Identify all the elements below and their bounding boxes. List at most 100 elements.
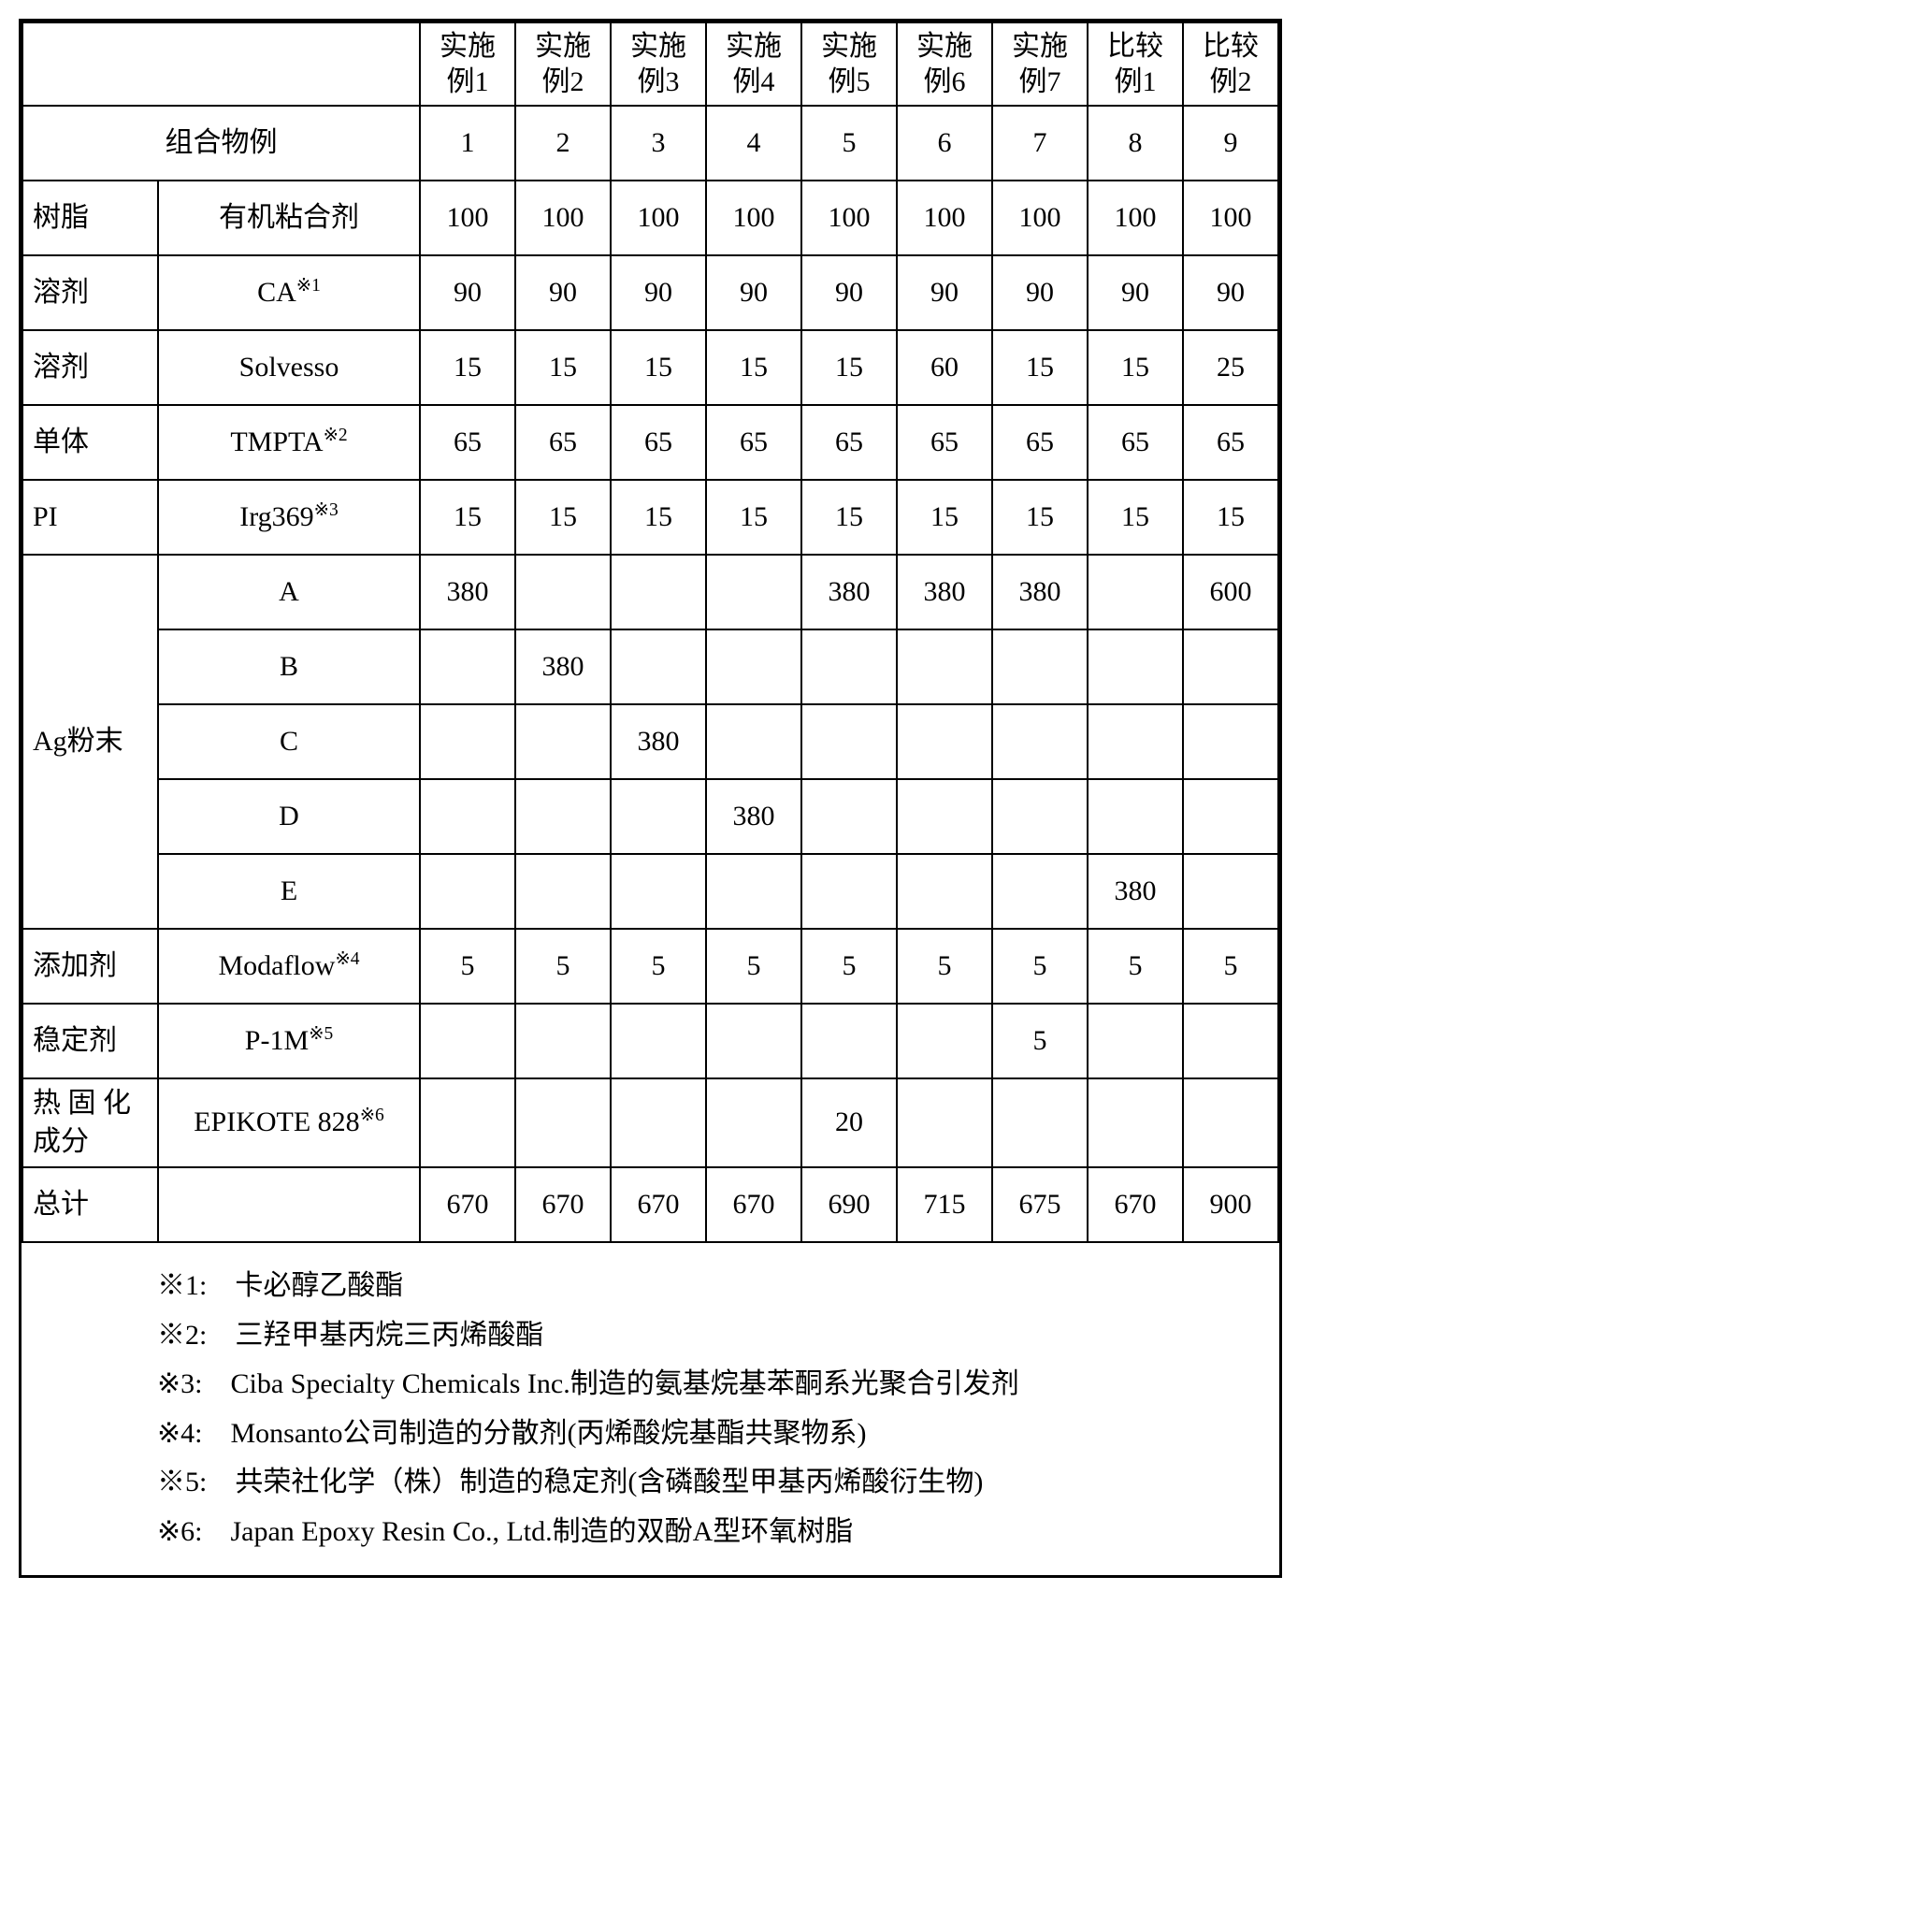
r4-v5: 15	[801, 480, 897, 555]
ag0-v1: 380	[420, 555, 515, 629]
r3-v2: 65	[515, 405, 611, 480]
r1-v3: 90	[611, 255, 706, 330]
ag1-v6	[897, 629, 992, 704]
r3-v8: 65	[1088, 405, 1183, 480]
ag0-v2	[515, 555, 611, 629]
row2-2-name: EPIKOTE 828※6	[158, 1078, 420, 1167]
ag1-v3	[611, 629, 706, 704]
r22-v1	[420, 1078, 515, 1167]
ag4-v2	[515, 854, 611, 929]
r1-v1: 90	[420, 255, 515, 330]
r1-v9: 90	[1183, 255, 1278, 330]
footnote-1: ※1: 卡必醇乙酸酯	[157, 1262, 1265, 1311]
ag0-v8	[1088, 555, 1183, 629]
r3-v4: 65	[706, 405, 801, 480]
r20-v1: 5	[420, 929, 515, 1004]
ag2-v9	[1183, 704, 1278, 779]
ag4-v4	[706, 854, 801, 929]
combo-v4: 4	[706, 106, 801, 181]
ag-row-3: D 380	[22, 779, 1278, 854]
col-h1: 实施例1	[420, 22, 515, 106]
r22-v8	[1088, 1078, 1183, 1167]
combo-v7: 7	[992, 106, 1088, 181]
r4-v9: 15	[1183, 480, 1278, 555]
ag2-v4	[706, 704, 801, 779]
r23-v2: 670	[515, 1167, 611, 1242]
col-h9: 比较例2	[1183, 22, 1278, 106]
r20-v9: 5	[1183, 929, 1278, 1004]
r20-v8: 5	[1088, 929, 1183, 1004]
col-h4: 实施例4	[706, 22, 801, 106]
col-h8: 比较例1	[1088, 22, 1183, 106]
r3-v6: 65	[897, 405, 992, 480]
combo-v3: 3	[611, 106, 706, 181]
r1-v7: 90	[992, 255, 1088, 330]
ag0-v7: 380	[992, 555, 1088, 629]
ag3-v8	[1088, 779, 1183, 854]
r22-v2	[515, 1078, 611, 1167]
r2-v1: 15	[420, 330, 515, 405]
ag4-v9	[1183, 854, 1278, 929]
combo-v1: 1	[420, 106, 515, 181]
ag4-v5	[801, 854, 897, 929]
r4-v1: 15	[420, 480, 515, 555]
r0-v6: 100	[897, 181, 992, 255]
col-h6: 实施例6	[897, 22, 992, 106]
combo-v8: 8	[1088, 106, 1183, 181]
row-2: 溶剂 Solvesso 151515151560151525	[22, 330, 1278, 405]
r22-v9	[1183, 1078, 1278, 1167]
r4-v7: 15	[992, 480, 1088, 555]
footnote-4: ※4: Monsanto公司制造的分散剂(丙烯酸烷基酯共聚物系)	[157, 1410, 1265, 1459]
footnote-3: ※3: Ciba Specialty Chemicals Inc.制造的氨基烷基…	[157, 1360, 1265, 1410]
row2-1-name: P-1M※5	[158, 1004, 420, 1078]
r22-v3	[611, 1078, 706, 1167]
row-3-cat: 单体	[22, 405, 158, 480]
ag2-v5	[801, 704, 897, 779]
r4-v2: 15	[515, 480, 611, 555]
ag0-v6: 380	[897, 555, 992, 629]
r20-v2: 5	[515, 929, 611, 1004]
footnote-6: ※6: Japan Epoxy Resin Co., Ltd.制造的双酚A型环氧…	[157, 1508, 1265, 1557]
row2-0-name: Modaflow※4	[158, 929, 420, 1004]
row-0-cat: 树脂	[22, 181, 158, 255]
col-h3: 实施例3	[611, 22, 706, 106]
ag0-v3	[611, 555, 706, 629]
r20-v3: 5	[611, 929, 706, 1004]
r0-v4: 100	[706, 181, 801, 255]
footnote-row: ※1: 卡必醇乙酸酯※2: 三羟甲基丙烷三丙烯酸酯※3: Ciba Specia…	[22, 1242, 1278, 1575]
row-1: 溶剂 CA※1 909090909090909090	[22, 255, 1278, 330]
r21-v9	[1183, 1004, 1278, 1078]
ag3-v6	[897, 779, 992, 854]
r2-v5: 15	[801, 330, 897, 405]
r22-v7	[992, 1078, 1088, 1167]
r21-v6	[897, 1004, 992, 1078]
row-2-name: Solvesso	[158, 330, 420, 405]
r23-v9: 900	[1183, 1167, 1278, 1242]
ag1-v2: 380	[515, 629, 611, 704]
ag-1-name: B	[158, 629, 420, 704]
row2-0: 添加剂 Modaflow※4 555555555	[22, 929, 1278, 1004]
r2-v9: 25	[1183, 330, 1278, 405]
ag4-v1	[420, 854, 515, 929]
ag2-v3: 380	[611, 704, 706, 779]
combo-v6: 6	[897, 106, 992, 181]
ag1-v5	[801, 629, 897, 704]
row2-3-cat: 总计	[22, 1167, 158, 1242]
ag1-v7	[992, 629, 1088, 704]
r2-v7: 15	[992, 330, 1088, 405]
r21-v5	[801, 1004, 897, 1078]
r23-v6: 715	[897, 1167, 992, 1242]
ag3-v9	[1183, 779, 1278, 854]
composition-table-container: 实施例1 实施例2 实施例3 实施例4 实施例5 实施例6 实施例7 比较例1 …	[19, 19, 1282, 1578]
r22-v6	[897, 1078, 992, 1167]
ag3-v1	[420, 779, 515, 854]
r23-v4: 670	[706, 1167, 801, 1242]
row-0: 树脂 有机粘合剂 100100100100100100100100100	[22, 181, 1278, 255]
r23-v3: 670	[611, 1167, 706, 1242]
ag4-v6	[897, 854, 992, 929]
r21-v7: 5	[992, 1004, 1088, 1078]
r21-v8	[1088, 1004, 1183, 1078]
combo-v2: 2	[515, 106, 611, 181]
header-blank	[22, 22, 420, 106]
r2-v2: 15	[515, 330, 611, 405]
